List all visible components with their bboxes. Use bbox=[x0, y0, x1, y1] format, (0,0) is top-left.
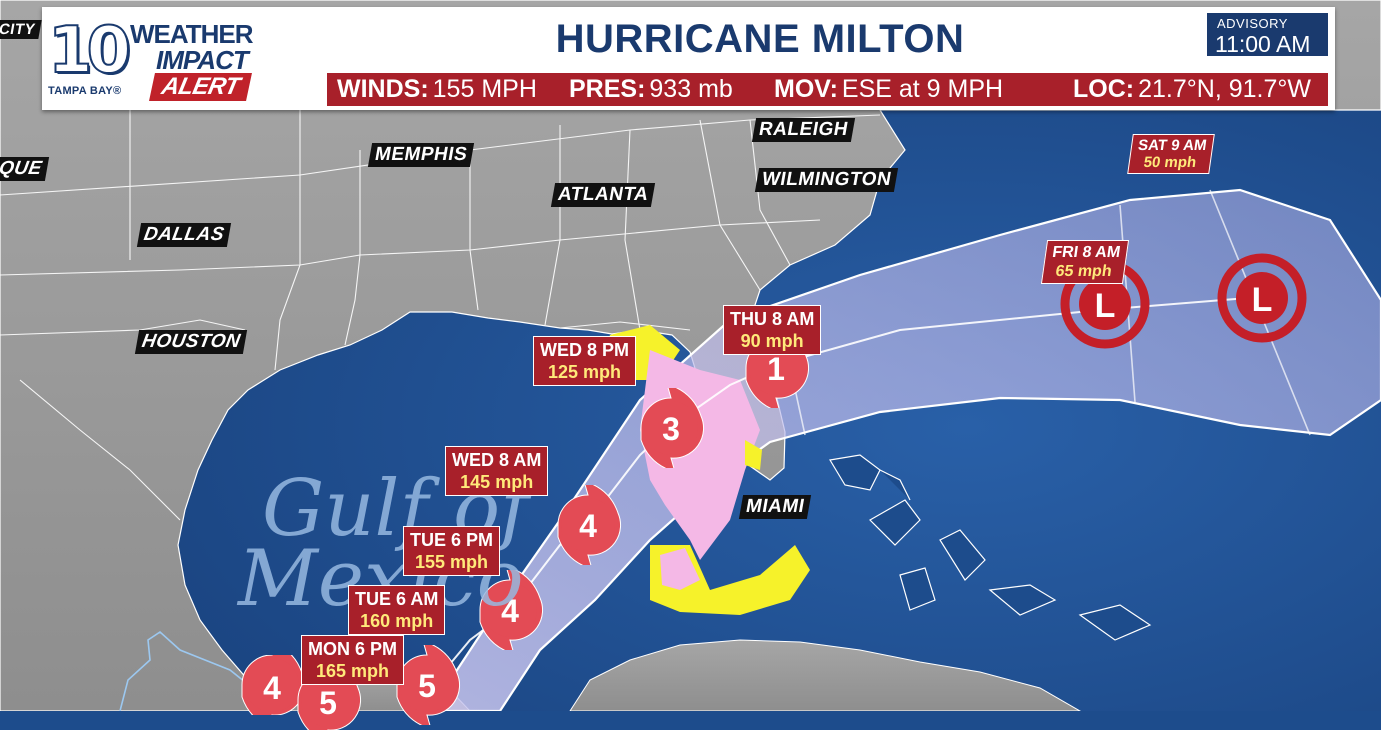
stat-movement: MOV: ESE at 9 MPH bbox=[774, 75, 1004, 103]
forecast-label-wed-8am: WED 8 AM 145 mph bbox=[445, 446, 549, 496]
forecast-label-thu-8am: THU 8 AM 90 mph bbox=[723, 305, 822, 355]
past-category-2: 5 bbox=[319, 685, 337, 721]
past-hurricane-icon: 4 bbox=[241, 655, 306, 715]
past-category-1: 4 bbox=[263, 670, 281, 706]
low-pressure-icon-sat-9am: L bbox=[1214, 250, 1310, 346]
logo-alert: ALERT bbox=[149, 73, 253, 101]
city-label-memphis: MEMPHIS bbox=[367, 143, 475, 167]
svg-text:L: L bbox=[1095, 287, 1116, 325]
logo-number: 10 bbox=[47, 14, 132, 88]
forecast-label-wed-8pm: WED 8 PM 125 mph bbox=[533, 336, 637, 386]
city-label-que: QUE bbox=[0, 157, 49, 181]
city-label-raleigh: RALEIGH bbox=[751, 118, 856, 142]
station-logo: 10 TAMPA BAY® WEATHER IMPACT ALERT bbox=[47, 14, 288, 105]
land-central-outline bbox=[119, 630, 256, 711]
logo-impact: IMPACT bbox=[156, 45, 249, 75]
advisory-box: ADVISORY 11:00 AM bbox=[1207, 13, 1328, 57]
logo-station: TAMPA BAY® bbox=[48, 85, 122, 97]
svg-text:4: 4 bbox=[579, 508, 597, 544]
land-cuba bbox=[569, 639, 1082, 711]
advisory-label: ADVISORY bbox=[1217, 16, 1288, 31]
stat-winds: WINDS: 155 MPH bbox=[337, 75, 537, 103]
city-label-atlanta: ATLANTA bbox=[550, 183, 656, 207]
forecast-label-tue-6pm: TUE 6 PM 155 mph bbox=[403, 526, 501, 576]
stat-location: LOC: 21.7°N, 91.7°W bbox=[1073, 75, 1311, 103]
forecast-label-tue-6am: TUE 6 AM 160 mph bbox=[348, 585, 446, 635]
city-label-partial: CITY bbox=[0, 20, 42, 39]
page-title: HURRICANE MILTON bbox=[555, 17, 965, 61]
logo-weather: WEATHER bbox=[130, 19, 254, 49]
low-pressure-icon-fri-8am: L bbox=[1057, 256, 1153, 352]
svg-text:4: 4 bbox=[501, 593, 519, 629]
city-label-wilmington: WILMINGTON bbox=[754, 168, 899, 192]
forecast-label-sat-9am: SAT 9 AM 50 mph bbox=[1127, 134, 1216, 174]
city-label-houston: HOUSTON bbox=[134, 330, 248, 354]
land-bahamas bbox=[829, 454, 1152, 641]
svg-text:3: 3 bbox=[662, 411, 680, 447]
city-label-dallas: DALLAS bbox=[136, 223, 232, 247]
hurricane-icon-mon-6pm: 5 bbox=[396, 645, 461, 725]
hurricane-icon-wed-8pm: 3 bbox=[640, 388, 705, 468]
svg-text:1: 1 bbox=[767, 351, 785, 387]
forecast-label-mon-6pm: MON 6 PM 165 mph bbox=[301, 635, 405, 685]
city-label-miami: MIAMI bbox=[738, 495, 812, 519]
stat-pressure: PRES: 933 mb bbox=[569, 75, 733, 103]
hurricane-icon-tue-6pm: 4 bbox=[557, 485, 622, 565]
svg-text:5: 5 bbox=[418, 668, 436, 704]
advisory-time: 11:00 AM bbox=[1215, 31, 1311, 57]
hurricane-icon-tue-6am: 4 bbox=[479, 570, 544, 650]
svg-text:L: L bbox=[1252, 281, 1273, 319]
hurricane-icon-thu-8am: 1 bbox=[745, 328, 810, 408]
forecast-label-fri-8am: FRI 8 AM 65 mph bbox=[1040, 240, 1129, 284]
header-banner: 10 TAMPA BAY® WEATHER IMPACT ALERT HURRI… bbox=[42, 7, 1335, 110]
storm-stats-bar: WINDS: 155 MPH PRES: 933 mb MOV: ESE at 9 M… bbox=[327, 73, 1328, 106]
